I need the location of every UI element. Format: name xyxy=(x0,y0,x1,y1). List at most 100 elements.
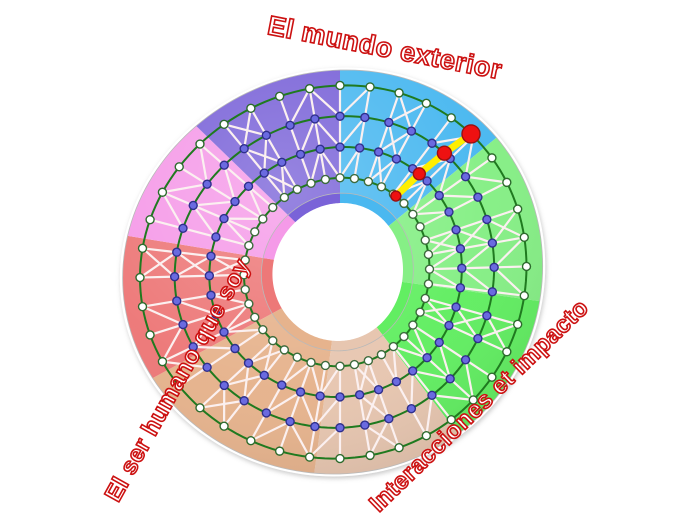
graph-node xyxy=(428,391,436,399)
graph-node xyxy=(203,363,211,371)
graph-node xyxy=(280,193,288,201)
graph-node xyxy=(231,344,239,352)
graph-node xyxy=(428,139,436,147)
graph-node xyxy=(462,356,470,364)
graph-node xyxy=(336,424,344,432)
graph-node xyxy=(311,423,319,431)
graph-node xyxy=(259,215,267,223)
graph-node xyxy=(231,198,239,206)
graph-node xyxy=(146,331,154,339)
graph-node xyxy=(407,127,415,135)
graph-node xyxy=(400,199,408,207)
graph-node xyxy=(366,83,374,91)
graph-node xyxy=(179,224,187,232)
graph-node xyxy=(409,321,417,329)
graph-node xyxy=(220,422,228,430)
graph-node xyxy=(488,288,496,296)
graph-node xyxy=(336,455,344,463)
graph-node xyxy=(488,154,496,162)
graph-node xyxy=(364,357,372,365)
graph-node xyxy=(452,303,460,311)
graph-node xyxy=(260,169,268,177)
graph-node xyxy=(385,118,393,126)
graph-node xyxy=(474,335,482,343)
radial-edge xyxy=(494,266,526,267)
radial-edge xyxy=(411,371,412,409)
graph-node xyxy=(483,215,491,223)
graph-node xyxy=(245,182,253,190)
graph-node xyxy=(293,185,301,193)
graph-node xyxy=(179,321,187,329)
graph-node xyxy=(514,320,522,328)
graph-node xyxy=(207,252,215,260)
graph-node xyxy=(377,351,385,359)
graph-node xyxy=(462,173,470,181)
graph-node xyxy=(456,245,464,253)
graph-node xyxy=(364,178,372,186)
graph-node xyxy=(220,215,228,223)
graph-node xyxy=(251,313,259,321)
graph-node xyxy=(240,145,248,153)
graph-node xyxy=(356,144,364,152)
graph-node xyxy=(220,381,228,389)
graph-node xyxy=(520,292,528,300)
graph-node xyxy=(139,303,147,311)
graph-node xyxy=(389,343,397,351)
graph-node xyxy=(490,263,498,271)
graph-node xyxy=(260,371,268,379)
graph-node xyxy=(262,131,270,139)
graph-node xyxy=(416,223,424,231)
graph-node xyxy=(321,361,329,369)
graph-node xyxy=(306,85,314,93)
graph-node xyxy=(409,210,417,218)
graph-node xyxy=(445,208,453,216)
graph-node xyxy=(483,312,491,320)
graph-node xyxy=(297,388,305,396)
graph-node xyxy=(173,248,181,256)
graph-node xyxy=(316,392,324,400)
graph-node xyxy=(416,308,424,316)
graph-node xyxy=(375,386,383,394)
graph-node xyxy=(421,294,429,302)
graph-node xyxy=(196,140,204,148)
graph-node xyxy=(366,451,374,459)
graph-node xyxy=(307,358,315,366)
highlighted-node[interactable] xyxy=(437,146,451,160)
graph-node xyxy=(456,284,464,292)
graph-node xyxy=(307,179,315,187)
graph-node xyxy=(377,183,385,191)
graph-node xyxy=(336,393,344,401)
highlighted-node[interactable] xyxy=(391,191,401,201)
highlighted-node[interactable] xyxy=(462,125,480,143)
graph-node xyxy=(220,161,228,169)
graph-node xyxy=(503,348,511,356)
graph-node xyxy=(220,120,228,128)
graph-node xyxy=(445,321,453,329)
graph-node xyxy=(278,381,286,389)
highlighted-node[interactable] xyxy=(413,168,425,180)
graph-node xyxy=(139,244,147,252)
graph-node xyxy=(361,113,369,121)
graph-node xyxy=(350,361,358,369)
radial-edge xyxy=(175,276,210,277)
graph-node xyxy=(158,358,166,366)
graph-node xyxy=(520,233,528,241)
graph-node xyxy=(269,203,277,211)
graph-node xyxy=(286,121,294,129)
graph-node xyxy=(259,326,267,334)
graph-node xyxy=(175,163,183,171)
graph-node xyxy=(336,81,344,89)
graph-node xyxy=(447,114,455,122)
graph-node xyxy=(522,262,530,270)
graph-node xyxy=(247,437,255,445)
graph-node xyxy=(361,421,369,429)
graph-node xyxy=(336,143,344,151)
graph-node xyxy=(286,418,294,426)
graph-node xyxy=(297,150,305,158)
graph-node xyxy=(395,89,403,97)
graph-node xyxy=(280,346,288,354)
graph-node xyxy=(336,112,344,120)
graph-node xyxy=(488,239,496,247)
